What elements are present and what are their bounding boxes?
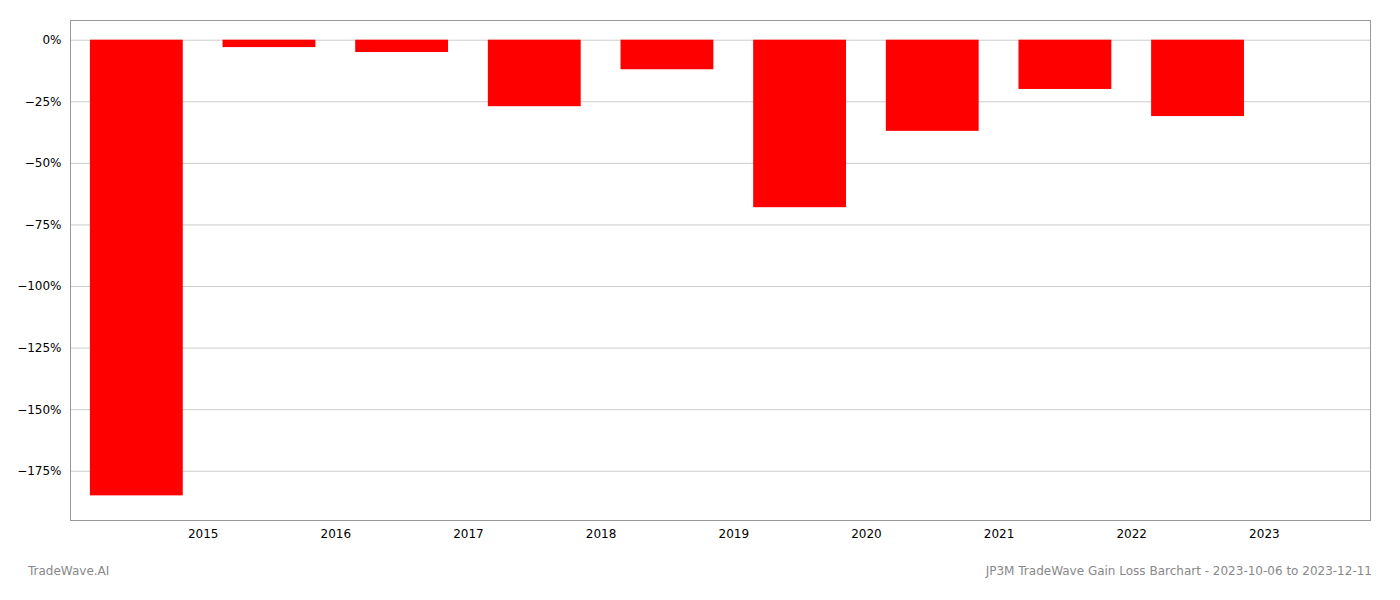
svg-text:−150%: −150% (17, 403, 61, 417)
svg-text:−75%: −75% (25, 218, 62, 232)
svg-text:−175%: −175% (17, 464, 61, 478)
html-text:TradeWave.AI: TradeWave.AI (28, 564, 110, 578)
svg-text:2018: 2018 (586, 527, 617, 541)
html-text:JP3M TradeWave Gain Loss Barch: JP3M TradeWave Gain Loss Barchart - 2023… (985, 564, 1372, 578)
svg-text:2022: 2022 (1116, 527, 1147, 541)
svg-text:2017: 2017 (453, 527, 484, 541)
svg-text:2020: 2020 (851, 527, 882, 541)
svg-text:2015: 2015 (188, 527, 219, 541)
svg-text:2016: 2016 (321, 527, 352, 541)
svg-text:−50%: −50% (25, 156, 62, 170)
svg-text:0%: 0% (42, 33, 61, 47)
svg-text:2023: 2023 (1249, 527, 1280, 541)
svg-text:2019: 2019 (718, 527, 749, 541)
svg-text:−100%: −100% (17, 279, 61, 293)
svg-text:2021: 2021 (984, 527, 1015, 541)
svg-text:−125%: −125% (17, 341, 61, 355)
svg-text:−25%: −25% (25, 95, 62, 109)
